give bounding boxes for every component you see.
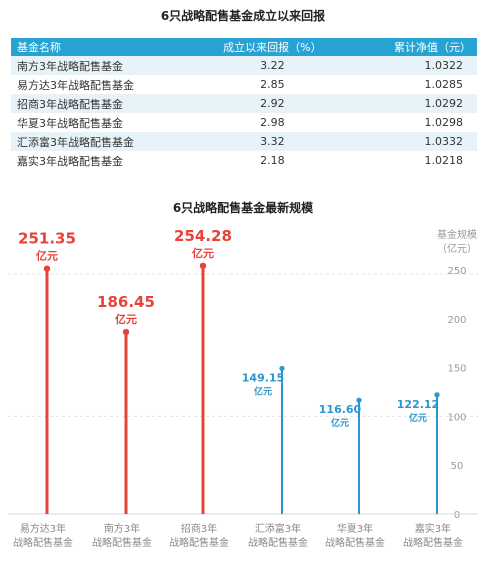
- y-tick-label: 200: [447, 315, 466, 326]
- return-cell: 2.92: [194, 94, 351, 113]
- y-axis-label: 基金规模: [437, 228, 477, 241]
- bar-point: [199, 262, 207, 270]
- y-tick-label: 0: [454, 510, 460, 521]
- nav-cell: 1.0285: [350, 75, 477, 94]
- table-row: 易方达3年战略配售基金 2.85 1.0285: [11, 75, 477, 94]
- bar-point: [434, 392, 440, 398]
- fund-returns-table: 基金名称 成立以来回报（%） 累计净值（元） 南方3年战略配售基金 3.22 1…: [11, 38, 477, 170]
- bar-point: [279, 365, 285, 372]
- table-title: 6只战略配售基金成立以来回报: [160, 9, 326, 23]
- y-tick-label: 150: [447, 364, 466, 375]
- return-cell: 2.85: [194, 75, 351, 94]
- y-tick-label: 50: [451, 461, 464, 472]
- bar-point: [356, 397, 362, 403]
- nav-cell: 1.0322: [350, 56, 477, 75]
- header-return: 成立以来回报（%）: [194, 38, 351, 56]
- x-tick-label: 华夏3年: [337, 522, 373, 535]
- y-axis-unit: （亿元）: [437, 242, 477, 255]
- fund-name-cell: 嘉实3年战略配售基金: [11, 151, 195, 170]
- y-tick-label: 250: [447, 266, 466, 277]
- value-label: 186.45: [97, 293, 155, 311]
- chart-title: 6只战略配售基金最新规模: [172, 201, 314, 215]
- value-label: 116.60: [319, 403, 362, 416]
- fund-name-cell: 华夏3年战略配售基金: [11, 113, 195, 132]
- nav-cell: 1.0292: [350, 94, 477, 113]
- value-label: 122.12: [397, 398, 439, 411]
- x-tick-label-sub: 战略配售基金: [169, 536, 229, 549]
- x-tick-label-sub: 战略配售基金: [13, 536, 73, 549]
- value-unit-label: 亿元: [36, 249, 58, 263]
- value-unit-label: 亿元: [254, 385, 272, 397]
- value-unit-label: 亿元: [115, 312, 137, 326]
- header-nav: 累计净值（元）: [350, 38, 477, 56]
- bar-point: [43, 265, 51, 272]
- nav-cell: 1.0298: [350, 113, 477, 132]
- nav-cell: 1.0332: [350, 132, 477, 151]
- value-unit-label: 亿元: [409, 412, 427, 424]
- value-label: 149.15: [242, 371, 284, 384]
- table-row: 嘉实3年战略配售基金 2.18 1.0218: [11, 151, 477, 170]
- value-unit-label: 亿元: [192, 246, 214, 260]
- header-fund-name: 基金名称: [11, 38, 195, 56]
- x-tick-label: 嘉实3年: [415, 522, 451, 535]
- x-tick-label-sub: 战略配售基金: [325, 536, 385, 549]
- return-cell: 2.98: [194, 113, 351, 132]
- table-row: 汇添富3年战略配售基金 3.32 1.0332: [11, 132, 477, 151]
- x-tick-label-sub: 战略配售基金: [403, 536, 463, 549]
- value-label: 254.28: [174, 227, 232, 245]
- fund-name-cell: 汇添富3年战略配售基金: [11, 132, 195, 151]
- x-tick-label: 南方3年: [104, 522, 140, 535]
- nav-cell: 1.0218: [350, 151, 477, 170]
- x-tick-label-sub: 战略配售基金: [248, 536, 308, 549]
- return-cell: 3.32: [194, 132, 351, 151]
- x-tick-label: 汇添富3年: [255, 522, 301, 535]
- x-tick-label: 易方达3年: [20, 522, 66, 535]
- table-header-row: 基金名称 成立以来回报（%） 累计净值（元）: [11, 38, 477, 56]
- fund-name-cell: 易方达3年战略配售基金: [11, 75, 195, 94]
- x-tick-label-sub: 战略配售基金: [92, 536, 152, 549]
- fund-name-cell: 南方3年战略配售基金: [11, 56, 195, 75]
- return-cell: 3.22: [194, 56, 351, 75]
- value-unit-label: 亿元: [331, 417, 349, 429]
- x-tick-label: 招商3年: [181, 522, 217, 535]
- table-row: 华夏3年战略配售基金 2.98 1.0298: [11, 113, 477, 132]
- bar-point: [122, 328, 130, 336]
- fund-size-chart: 基金规模（亿元）050100150200250251.35亿元易方达3年战略配售…: [8, 227, 478, 549]
- table-row: 招商3年战略配售基金 2.92 1.0292: [11, 94, 477, 113]
- value-label: 251.35: [18, 230, 76, 248]
- fund-name-cell: 招商3年战略配售基金: [11, 94, 195, 113]
- return-cell: 2.18: [194, 151, 351, 170]
- table-row: 南方3年战略配售基金 3.22 1.0322: [11, 56, 477, 75]
- y-tick-label: 100: [447, 412, 466, 423]
